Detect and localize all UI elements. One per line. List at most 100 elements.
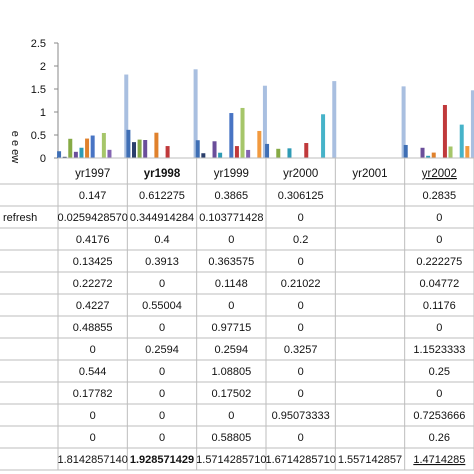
table-cell: 0 xyxy=(159,432,165,444)
table-cell: 0.363575 xyxy=(208,256,254,268)
table-cell: 0.147 xyxy=(79,190,107,202)
bar xyxy=(240,107,245,158)
category-label: yr2002 xyxy=(422,168,457,180)
bar xyxy=(143,140,148,158)
table-cell: 0 xyxy=(436,388,442,400)
bar xyxy=(85,138,90,158)
table-cell: 0.95073333 xyxy=(272,410,330,422)
table-cell: 0.04772 xyxy=(419,278,459,290)
table-cell: 0 xyxy=(90,432,96,444)
table-cell: 0 xyxy=(159,388,165,400)
y-tick-label: 0.5 xyxy=(31,130,46,142)
table-cell: 0 xyxy=(298,366,304,378)
table-cell: 1.6714285710 xyxy=(265,454,335,466)
table-cell: 0 xyxy=(298,256,304,268)
table-cell: 1.5714285710 xyxy=(196,454,266,466)
table-cell: 0.1176 xyxy=(423,300,456,312)
table-cell: 0 xyxy=(436,234,442,246)
bar xyxy=(401,86,406,158)
bar xyxy=(107,149,112,158)
bar xyxy=(442,104,447,158)
table-cell: 0 xyxy=(298,432,304,444)
bar xyxy=(234,146,239,158)
table-cell: 0.17782 xyxy=(73,388,113,400)
table-cell: 0 xyxy=(298,388,304,400)
bar xyxy=(212,141,217,158)
table-cell: 0.0259428570 xyxy=(57,212,127,224)
category-label: yr1998 xyxy=(144,168,181,180)
table-cell: 0.55004 xyxy=(142,300,182,312)
bar xyxy=(431,152,436,158)
table-cell: 0.103771428 xyxy=(199,212,263,224)
bar-plot-area xyxy=(57,69,474,158)
bar xyxy=(403,144,408,158)
table-cell: 0.612275 xyxy=(139,190,185,202)
bar xyxy=(68,138,73,158)
bar xyxy=(465,146,470,158)
table-cell: 0 xyxy=(90,410,96,422)
table-cell: 1.928571429 xyxy=(130,454,194,466)
table-cell: 1.08805 xyxy=(211,366,251,378)
table-cell: 0 xyxy=(298,322,304,334)
bar xyxy=(201,153,206,158)
bar xyxy=(332,81,337,158)
table-cell: 0 xyxy=(436,322,442,334)
bar xyxy=(426,155,431,158)
table-cell: 0.2594 xyxy=(145,344,179,356)
bar xyxy=(276,148,281,158)
table-cell: 0 xyxy=(298,212,304,224)
table-cell: 0.306125 xyxy=(278,190,324,202)
table-cell: 0 xyxy=(90,344,96,356)
category-label: yr2000 xyxy=(283,168,318,180)
table-cell: 0.97715 xyxy=(211,322,251,334)
bar xyxy=(126,129,131,158)
table-cell: 0 xyxy=(159,278,165,290)
table-cell: 0.21022 xyxy=(281,278,321,290)
table-cell: 0.2594 xyxy=(215,344,249,356)
table-cell: 0.26 xyxy=(429,432,450,444)
table-cell: 0 xyxy=(159,410,165,422)
bar xyxy=(262,85,267,158)
bar xyxy=(265,143,270,158)
table-cell: 1.1523333 xyxy=(413,344,465,356)
table-cell: 0.222275 xyxy=(416,256,462,268)
bar xyxy=(257,130,262,158)
table-cell: 0.13425 xyxy=(73,256,113,268)
bar xyxy=(132,142,136,158)
bar xyxy=(304,143,309,158)
bar xyxy=(448,146,453,158)
table-cell: 0.544 xyxy=(79,366,107,378)
bar xyxy=(459,124,464,158)
bar xyxy=(165,146,170,158)
table-cell: 1.4714285 xyxy=(413,454,465,466)
table-cell: 0.7253666 xyxy=(413,410,465,422)
bar xyxy=(62,156,67,158)
table-cell: 0 xyxy=(228,234,234,246)
table-cell: 0.2835 xyxy=(423,190,457,202)
table-cell: 0.4227 xyxy=(76,300,110,312)
bar xyxy=(154,132,159,158)
table-cell: 0.344914284 xyxy=(130,212,194,224)
bar xyxy=(101,132,106,158)
bar xyxy=(287,148,292,158)
table-cell: 0 xyxy=(159,322,165,334)
table-cell: 0.58805 xyxy=(211,432,251,444)
table-cell: 0.22272 xyxy=(73,278,113,290)
category-label: yr2001 xyxy=(352,168,387,180)
table-cell: 0.4 xyxy=(154,234,169,246)
y-axis-title: e e ew xyxy=(9,131,21,163)
bar xyxy=(193,69,198,158)
y-tick-label: 0 xyxy=(40,153,46,165)
table-cell: 1.8142857140 xyxy=(57,454,127,466)
table-cell: 0 xyxy=(436,212,442,224)
table-cell: 0.3865 xyxy=(215,190,249,202)
category-label: yr1999 xyxy=(214,168,249,180)
data-table: yr1997 yr1998 yr1999 yr2000 yr2001 yr2002 0.14… xyxy=(0,157,474,471)
bar xyxy=(57,151,62,158)
table-cell: 1.557142857 xyxy=(338,454,402,466)
bar xyxy=(124,74,129,158)
bar xyxy=(137,139,142,158)
bar xyxy=(321,114,326,158)
table-cell: 0.48855 xyxy=(73,322,113,334)
bar xyxy=(73,151,78,158)
